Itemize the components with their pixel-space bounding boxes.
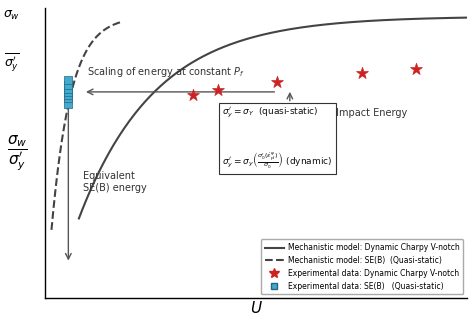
Text: $\sigma_y^{\prime} = \sigma_Y$  (quasi-static)

$\sigma_y^{\prime} = \sigma_y \l: $\sigma_y^{\prime} = \sigma_Y$ (quasi-st… (222, 106, 333, 171)
Point (64, 92, 72, 98)
Point (64, 87, 72, 92)
Point (64, 95, 72, 100)
Legend: Mechanistic model: Dynamic Charpy V-notch, Mechanistic model: SE(B)  (Quasi-stat: Mechanistic model: Dynamic Charpy V-notc… (261, 239, 463, 295)
X-axis label: U: U (251, 301, 262, 316)
Point (64, 89, 72, 95)
Text: Equivalent
SE(B) energy: Equivalent SE(B) energy (83, 171, 147, 193)
Text: Scaling of energy at constant $P_f$: Scaling of energy at constant $P_f$ (87, 65, 245, 79)
Text: $\overline{\sigma_y^{\prime}}$: $\overline{\sigma_y^{\prime}}$ (4, 51, 19, 74)
Point (64, 101, 72, 106)
Point (189, 92, 197, 98)
Point (214, 88, 222, 93)
Point (413, 66, 420, 71)
Point (273, 79, 281, 84)
Text: $\sigma_w$: $\sigma_w$ (3, 9, 20, 22)
Text: Charpy Impact Energy: Charpy Impact Energy (298, 108, 408, 118)
Point (358, 70, 365, 76)
Y-axis label: $\dfrac{\sigma_w}{\sigma_y^{\prime}}$: $\dfrac{\sigma_w}{\sigma_y^{\prime}}$ (7, 133, 28, 173)
Point (64, 82, 72, 87)
Point (64, 78, 72, 83)
